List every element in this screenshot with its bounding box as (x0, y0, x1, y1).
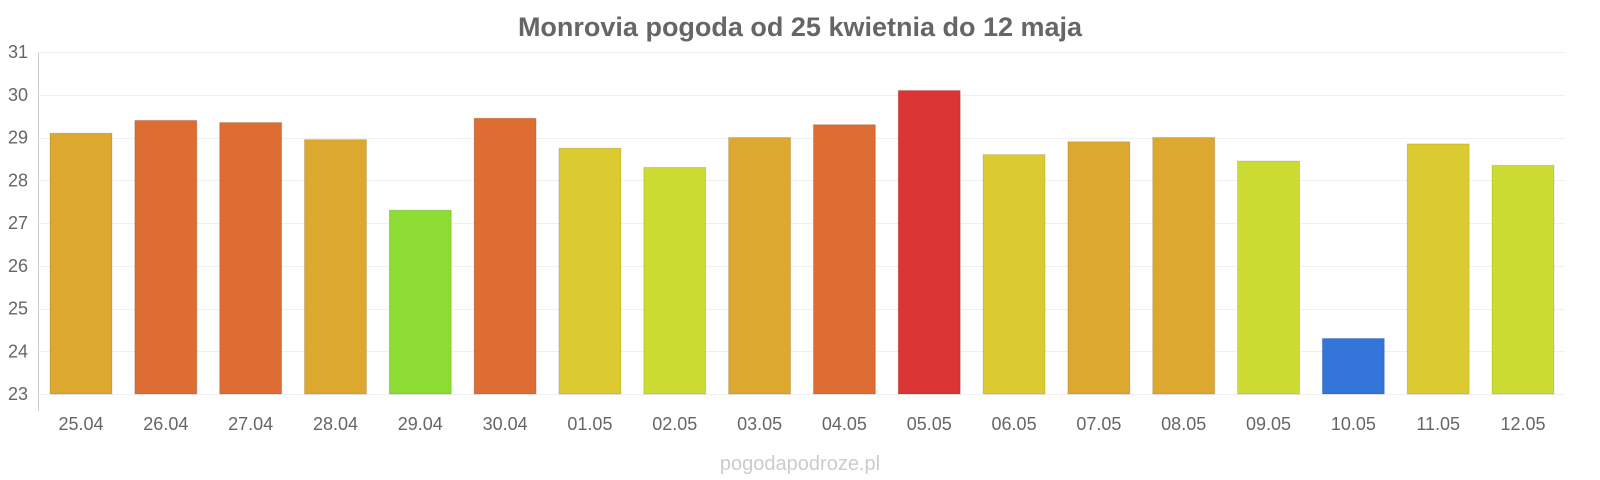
bar-12.05 (1491, 164, 1555, 395)
bar-29.04 (388, 209, 452, 395)
bar-28.04 (303, 139, 367, 395)
x-tick-label: 10.05 (1331, 414, 1376, 434)
x-tick-label: 11.05 (1416, 414, 1460, 434)
bar-03.05 (728, 137, 792, 395)
x-tick-label: 06.05 (992, 414, 1037, 434)
y-tick-label: 25 (8, 299, 28, 319)
bar-26.04 (134, 119, 198, 395)
grid-lines (38, 52, 1565, 395)
x-tick-label: 12.05 (1500, 414, 1545, 434)
x-tick-label: 01.05 (567, 414, 612, 434)
x-tick-label: 07.05 (1076, 414, 1121, 434)
x-axis-ticks: 25.04 26.04 27.04 28.04 29.04 30.04 01.05 02.05… (58, 414, 1545, 434)
bar-11.05 (1406, 143, 1470, 395)
bars (49, 89, 1555, 395)
x-tick-label: 09.05 (1246, 414, 1291, 434)
bar-02.05 (643, 166, 707, 395)
bar-07.05 (1067, 141, 1131, 395)
y-tick-label: 23 (8, 384, 28, 404)
y-tick-label: 31 (8, 42, 28, 62)
x-tick-label: 26.04 (143, 414, 188, 434)
x-tick-label: 29.04 (398, 414, 443, 434)
y-tick-label: 24 (8, 341, 28, 361)
watermark-text: pogodapodroze.pl (720, 453, 880, 475)
y-tick-label: 27 (8, 213, 28, 233)
x-tick-label: 30.04 (483, 414, 528, 434)
x-tick-label: 25.04 (58, 414, 103, 434)
chart-title: Monrovia pogoda od 25 kwietnia do 12 maj… (518, 12, 1083, 42)
bar-05.05 (897, 89, 961, 395)
y-tick-label: 28 (8, 170, 28, 190)
bar-06.05 (982, 154, 1046, 395)
x-tick-label: 05.05 (907, 414, 952, 434)
y-tick-label: 26 (8, 256, 28, 276)
y-tick-label: 30 (8, 85, 28, 105)
bar-08.05 (1152, 137, 1216, 395)
y-axis-ticks: 23 24 25 26 27 28 29 30 31 (8, 42, 28, 404)
bar-25.04 (49, 132, 113, 395)
x-tick-label: 08.05 (1161, 414, 1206, 434)
x-tick-label: 03.05 (737, 414, 782, 434)
bar-04.05 (812, 124, 876, 395)
bar-27.04 (219, 122, 283, 395)
bar-01.05 (558, 147, 622, 395)
x-tick-label: 02.05 (652, 414, 697, 434)
y-tick-label: 29 (8, 128, 28, 148)
bar-09.05 (1237, 160, 1301, 395)
bar-10.05 (1321, 337, 1385, 395)
x-tick-label: 04.05 (822, 414, 867, 434)
bar-30.04 (473, 117, 537, 395)
x-tick-label: 28.04 (313, 414, 358, 434)
x-tick-label: 27.04 (228, 414, 273, 434)
